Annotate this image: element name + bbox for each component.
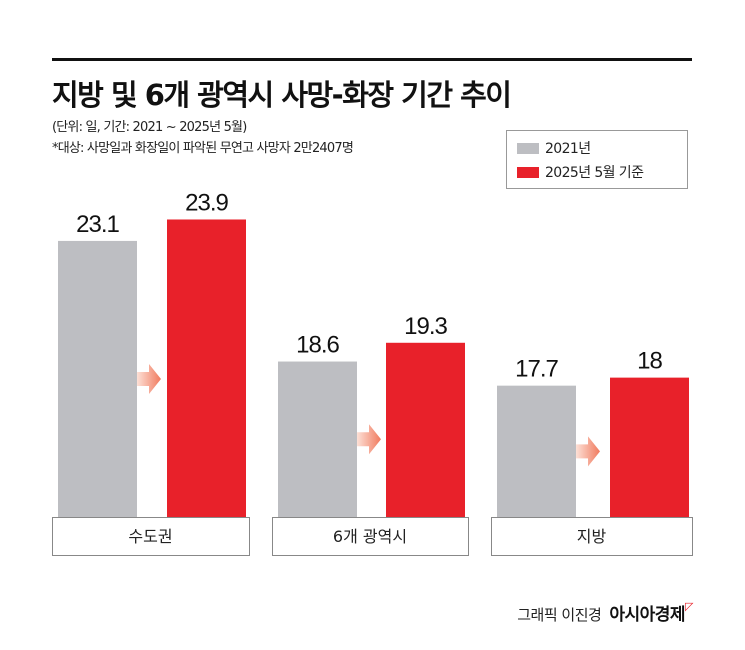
arrow-icon xyxy=(576,436,600,467)
legend-item-2025: 2025년 5월 기준 xyxy=(517,162,644,182)
arrow-icon xyxy=(357,424,381,455)
category-label: 6개 광역시 xyxy=(333,527,407,546)
bar xyxy=(278,361,357,517)
legend-item-2021: 2021년 xyxy=(517,138,591,158)
chart-note: *대상: 사망일과 화장일이 파악된 무연고 사망자 2만2407명 xyxy=(52,141,354,156)
bar xyxy=(610,377,689,517)
legend-swatch xyxy=(517,166,539,178)
data-label: 17.7 xyxy=(515,356,558,383)
bar xyxy=(167,219,246,517)
top-rule xyxy=(52,58,692,61)
legend-label: 2021년 xyxy=(545,141,591,157)
chart-title: 지방 및 6개 광역시 사망-화장 기간 추이 xyxy=(52,78,512,112)
category-label: 지방 xyxy=(577,527,607,546)
legend-label: 2025년 5월 기준 xyxy=(545,165,644,181)
bar xyxy=(497,385,576,517)
category-box xyxy=(52,517,250,556)
credit-text: 그래픽 이진경 xyxy=(517,606,602,624)
chart-subtitle: (단위: 일, 기간: 2021 ~ 2025년 5월) xyxy=(52,120,247,135)
category-box xyxy=(491,517,693,556)
data-label: 18.6 xyxy=(296,332,339,359)
brand-mark-icon: ◸ xyxy=(685,600,693,613)
category-label: 수도권 xyxy=(128,527,172,546)
data-label: 19.3 xyxy=(404,313,447,340)
arrow-icon xyxy=(137,363,161,394)
bar xyxy=(386,342,465,517)
category-box xyxy=(272,517,469,556)
credit: 그래픽 이진경 아시아경제◸ xyxy=(517,600,693,625)
data-label: 23.9 xyxy=(185,189,228,216)
data-label: 18 xyxy=(637,348,662,375)
legend: 2021년 2025년 5월 기준 xyxy=(506,130,688,189)
data-label: 23.1 xyxy=(76,211,119,238)
bar xyxy=(58,240,137,518)
brand-logo: 아시아경제 xyxy=(609,605,686,625)
legend-swatch xyxy=(517,142,539,154)
